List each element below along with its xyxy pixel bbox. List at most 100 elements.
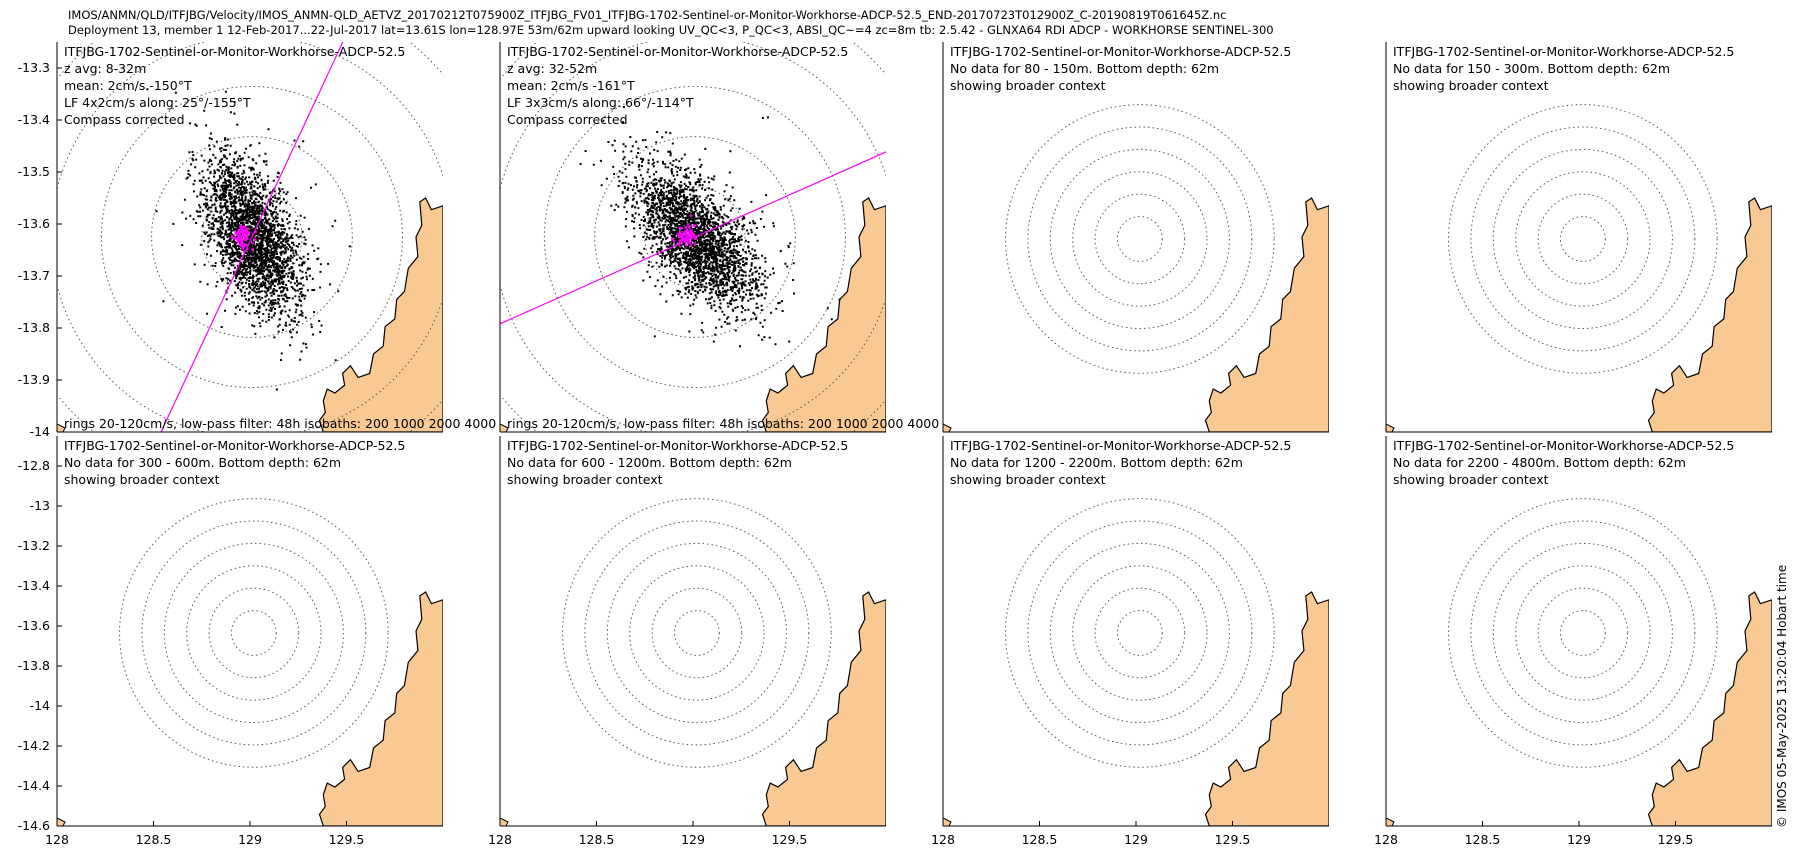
panel-info-line: z avg: 8-32m (64, 61, 146, 76)
panel-plot-area (943, 104, 1329, 432)
lowpass-cluster (231, 224, 257, 253)
y-tick-label: -13.8 (18, 320, 50, 335)
speed-ring-3 (1072, 171, 1208, 307)
y-tick-label: -13.4 (18, 578, 50, 593)
land-polygon (318, 197, 443, 432)
speed-ring-5 (1470, 126, 1696, 352)
x-tick-label: 129.5 (772, 832, 808, 847)
y-tick-label: -13.8 (18, 658, 50, 673)
speed-ring-1 (673, 610, 720, 656)
y-tick-label: -12.8 (18, 458, 50, 473)
speed-ring-4 (163, 542, 344, 724)
land-polygon (1647, 197, 1772, 432)
speed-ring-1 (230, 610, 277, 656)
speed-ring-6 (1005, 498, 1275, 768)
speed-ring-2 (1537, 193, 1629, 285)
panel-info-line: No data for 600 - 1200m. Bottom depth: 6… (507, 455, 792, 470)
timestamp-stamp: © IMOS 05-May-2025 13:20:04 Hobart time (1775, 565, 1789, 828)
panel-info-line: z avg: 32-52m (507, 61, 597, 76)
x-tick-label: 128 (1374, 832, 1398, 847)
speed-ring-5 (1027, 126, 1253, 352)
speed-ring-5 (141, 520, 367, 746)
speed-ring-2 (1537, 587, 1629, 679)
principal-axis-line (160, 42, 344, 432)
land-corner (943, 817, 952, 826)
panel-title: ITFJBG-1702-Sentinel-or-Monitor-Workhors… (64, 44, 405, 59)
panel-6: ITFJBG-1702-Sentinel-or-Monitor-Workhors… (488, 436, 886, 847)
panel-1: ITFJBG-1702-Sentinel-or-Monitor-Workhors… (18, 42, 496, 439)
y-tick-label: -14 (30, 698, 50, 713)
land-polygon (761, 591, 886, 826)
y-tick-label: -14.6 (18, 818, 50, 833)
y-tick-label: -14 (30, 424, 50, 439)
panel-title: ITFJBG-1702-Sentinel-or-Monitor-Workhors… (950, 44, 1291, 59)
x-tick-label: 128.5 (579, 832, 615, 847)
speed-ring-5 (1470, 520, 1696, 746)
y-tick-label: -13.4 (18, 112, 50, 127)
y-tick-label: -13.2 (18, 538, 50, 553)
speed-ring-3 (186, 565, 322, 701)
y-tick-label: -13 (30, 498, 50, 513)
land-corner (500, 817, 509, 826)
panel-7: ITFJBG-1702-Sentinel-or-Monitor-Workhors… (931, 436, 1329, 847)
panel-plot-area (1386, 498, 1772, 826)
x-tick-label: 128 (488, 832, 512, 847)
x-tick-label: 129.5 (329, 832, 365, 847)
panel-info-line: No data for 80 - 150m. Bottom depth: 62m (950, 61, 1219, 76)
x-tick-label: 128.5 (1465, 832, 1501, 847)
land-polygon (1204, 197, 1329, 432)
panel-info-line: showing broader context (950, 472, 1106, 487)
velocity-scatter (146, 88, 351, 391)
land-corner (943, 423, 952, 432)
panel-info-line: Compass corrected (507, 112, 628, 127)
land-polygon (1647, 591, 1772, 826)
panel-plot-area (500, 498, 886, 826)
speed-ring-6 (562, 498, 832, 768)
panel-info-line: Compass corrected (64, 112, 185, 127)
speed-ring-1 (644, 186, 746, 288)
speed-ring-4 (1492, 542, 1673, 724)
speed-ring-3 (629, 565, 765, 701)
speed-ring-6 (1005, 104, 1275, 374)
panel-info-line: mean: 2cm/s -161°T (507, 78, 635, 93)
land-polygon (318, 591, 443, 826)
speed-ring-2 (208, 587, 300, 679)
speed-ring-1 (1559, 216, 1606, 262)
land-polygon (1204, 591, 1329, 826)
header-line-2: Deployment 13, member 1 12-Feb-2017...22… (68, 23, 1274, 37)
speed-ring-4 (1049, 542, 1230, 724)
x-tick-label: 128.5 (136, 832, 172, 847)
velocity-scatter (579, 106, 841, 348)
speed-ring-4 (1049, 148, 1230, 330)
x-tick-label: 129.5 (1658, 832, 1694, 847)
speed-ring-6 (119, 498, 389, 768)
y-tick-label: -13.6 (18, 216, 50, 231)
speed-ring-5 (584, 520, 810, 746)
panel-info-line: LF 4x2cm/s along: 25°/-155°T (64, 95, 251, 110)
y-tick-label: -13.5 (18, 164, 50, 179)
panel-plot-area (943, 498, 1329, 826)
panel-title: ITFJBG-1702-Sentinel-or-Monitor-Workhors… (64, 438, 405, 453)
panel-footer: rings 20-120cm/s, low-pass filter: 48h i… (507, 416, 939, 431)
panel-info-line: No data for 1200 - 2200m. Bottom depth: … (950, 455, 1243, 470)
speed-ring-2 (1094, 587, 1186, 679)
panel-info-line: showing broader context (64, 472, 220, 487)
x-tick-label: 129 (1567, 832, 1591, 847)
land-polygon (761, 197, 886, 432)
speed-ring-2 (651, 587, 743, 679)
speed-ring-1 (1116, 216, 1163, 262)
speed-ring-1 (1559, 610, 1606, 656)
x-tick-label: 129.5 (1215, 832, 1251, 847)
panel-info-line: No data for 2200 - 4800m. Bottom depth: … (1393, 455, 1686, 470)
panel-2: ITFJBG-1702-Sentinel-or-Monitor-Workhors… (499, 42, 939, 433)
y-tick-label: -14.4 (18, 778, 50, 793)
speed-ring-2 (151, 136, 353, 338)
y-tick-label: -13.3 (18, 60, 50, 75)
panel-title: ITFJBG-1702-Sentinel-or-Monitor-Workhors… (507, 44, 848, 59)
panel-plot-area (57, 498, 443, 826)
panel-title: ITFJBG-1702-Sentinel-or-Monitor-Workhors… (1393, 44, 1734, 59)
speed-ring-4 (606, 542, 787, 724)
land-corner (57, 817, 66, 826)
y-tick-label: -13.7 (18, 268, 50, 283)
